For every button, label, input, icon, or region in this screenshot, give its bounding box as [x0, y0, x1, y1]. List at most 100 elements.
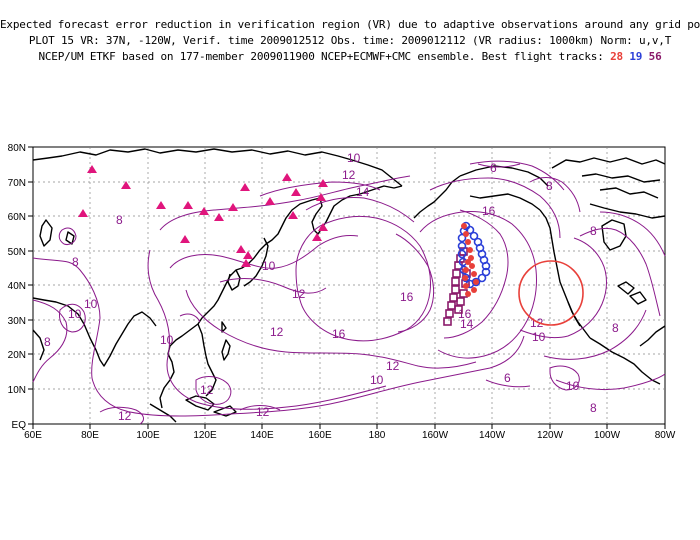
triangle-marker [78, 209, 88, 217]
contour-label: 8 [590, 224, 597, 238]
triangle-marker [265, 197, 275, 205]
map-frame [32, 146, 666, 425]
lat-axis-labels: EQ 10N 20N 30N 40N 50N 60N 70N 80N [8, 143, 27, 431]
contour-label: 12 [118, 409, 132, 423]
triangle-marker [121, 181, 131, 189]
track-square-marker [451, 277, 460, 286]
track-dot-marker [465, 259, 471, 265]
triangle-marker [180, 235, 190, 243]
track-dot-marker [471, 271, 477, 277]
contour-label: 8 [546, 179, 553, 193]
triangle-marker [288, 211, 298, 219]
track-circle-marker [457, 241, 467, 251]
contour-label: 8 [72, 255, 79, 269]
track-dot-marker [465, 291, 471, 297]
track-circle-marker [465, 225, 475, 235]
triangle-marker [236, 245, 246, 253]
contour-label: 12 [200, 383, 214, 397]
triangle-marker [282, 173, 292, 181]
title-line-2: PLOT 15 VR: 37N, -120W, Verif. time 2009… [28, 34, 672, 47]
grid-lines [33, 147, 665, 424]
lat-tick-label: 80N [8, 143, 26, 154]
contour-label: 12 [256, 405, 270, 419]
contour-label: 10 [84, 297, 98, 311]
verification-region-circle [518, 260, 584, 326]
title-line-3-text: NCEP/UM ETKF based on 177-member 2009011… [38, 50, 604, 63]
lat-tick-label: 50N [8, 247, 26, 258]
lat-tick-label: 60N [8, 212, 26, 223]
track-dot-marker [462, 275, 468, 281]
track-circle-marker [457, 249, 467, 259]
triangle-marker [183, 201, 193, 209]
lon-tick-label: 140W [479, 430, 506, 441]
contour-labels: 10 12 14 6 8 16 8 8 8 10 10 12 10 16 12 … [44, 151, 619, 423]
contour-label: 6 [490, 161, 497, 175]
lon-axis-labels: 60E 80E 100E 120E 140E 160E 180 160W 140… [24, 430, 676, 441]
track-square-marker [445, 309, 454, 318]
lon-tick-label: 60E [24, 430, 42, 441]
track-dot-marker [463, 283, 469, 289]
track-dot-marker [473, 279, 479, 285]
lon-tick-label: 100W [594, 430, 621, 441]
track-circle-marker [481, 261, 491, 271]
triangle-marker [199, 207, 209, 215]
contour-label: 8 [116, 213, 123, 227]
lon-tick-label: 140E [250, 430, 274, 441]
contour-label: 8 [612, 321, 619, 335]
flight-track-red [461, 223, 479, 297]
contour-label: 12 [270, 325, 284, 339]
lat-tick-label: 30N [8, 316, 26, 327]
obs-triangles [78, 165, 328, 267]
lon-tick-label: 80E [81, 430, 99, 441]
triangle-marker [318, 223, 328, 231]
triangle-marker [316, 193, 326, 201]
triangle-marker [228, 203, 238, 211]
track-dot-marker [469, 263, 475, 269]
lon-tick-label: 80W [655, 430, 676, 441]
contour-label: 16 [400, 290, 414, 304]
title-line-3: NCEP/UM ETKF based on 177-member 2009011… [0, 50, 700, 63]
track-square-marker [443, 317, 452, 326]
lat-tick-label: 20N [8, 350, 26, 361]
contour-label: 6 [504, 371, 511, 385]
track-dot-marker [463, 231, 469, 237]
track-square-marker [456, 297, 465, 306]
contour-label: 16 [482, 204, 496, 218]
track-dot-marker [465, 239, 471, 245]
triangle-marker [312, 233, 322, 241]
lat-tick-label: 10N [8, 385, 26, 396]
contour-label: 10 [262, 259, 276, 273]
lon-tick-label: 160W [422, 430, 449, 441]
track-dot-marker [467, 247, 473, 253]
track-number-purple: 56 [648, 50, 662, 63]
contour-label: 10 [347, 151, 361, 165]
track-circle-marker [469, 231, 479, 241]
lon-tick-label: 120E [193, 430, 217, 441]
tick-marks [28, 146, 666, 429]
contour-label: 10 [68, 307, 82, 321]
contour-label: 12 [342, 168, 356, 182]
triangle-marker [156, 201, 166, 209]
track-circle-marker [481, 267, 491, 277]
contour-label: 14 [460, 317, 474, 331]
contour-label: 8 [44, 335, 51, 349]
contour-label: 12 [386, 359, 400, 373]
contour-label: 16 [332, 327, 346, 341]
lat-tick-label: 40N [8, 281, 26, 292]
track-square-marker [451, 285, 460, 294]
lat-tick-label: 70N [8, 178, 26, 189]
triangle-marker [214, 213, 224, 221]
contour-label: 10 [566, 379, 580, 393]
title-line-1: Expected forecast error reduction in ver… [0, 18, 700, 31]
triangle-marker [240, 183, 250, 191]
lat-tick-label: EQ [12, 420, 27, 431]
triangle-marker [241, 259, 251, 267]
lon-tick-label: 160E [308, 430, 332, 441]
track-dot-marker [461, 223, 467, 229]
track-square-marker [452, 269, 461, 278]
lon-tick-label: 120W [537, 430, 564, 441]
track-dot-marker [471, 287, 477, 293]
contour-label: 14 [356, 185, 370, 199]
lon-tick-label: 100E [136, 430, 160, 441]
